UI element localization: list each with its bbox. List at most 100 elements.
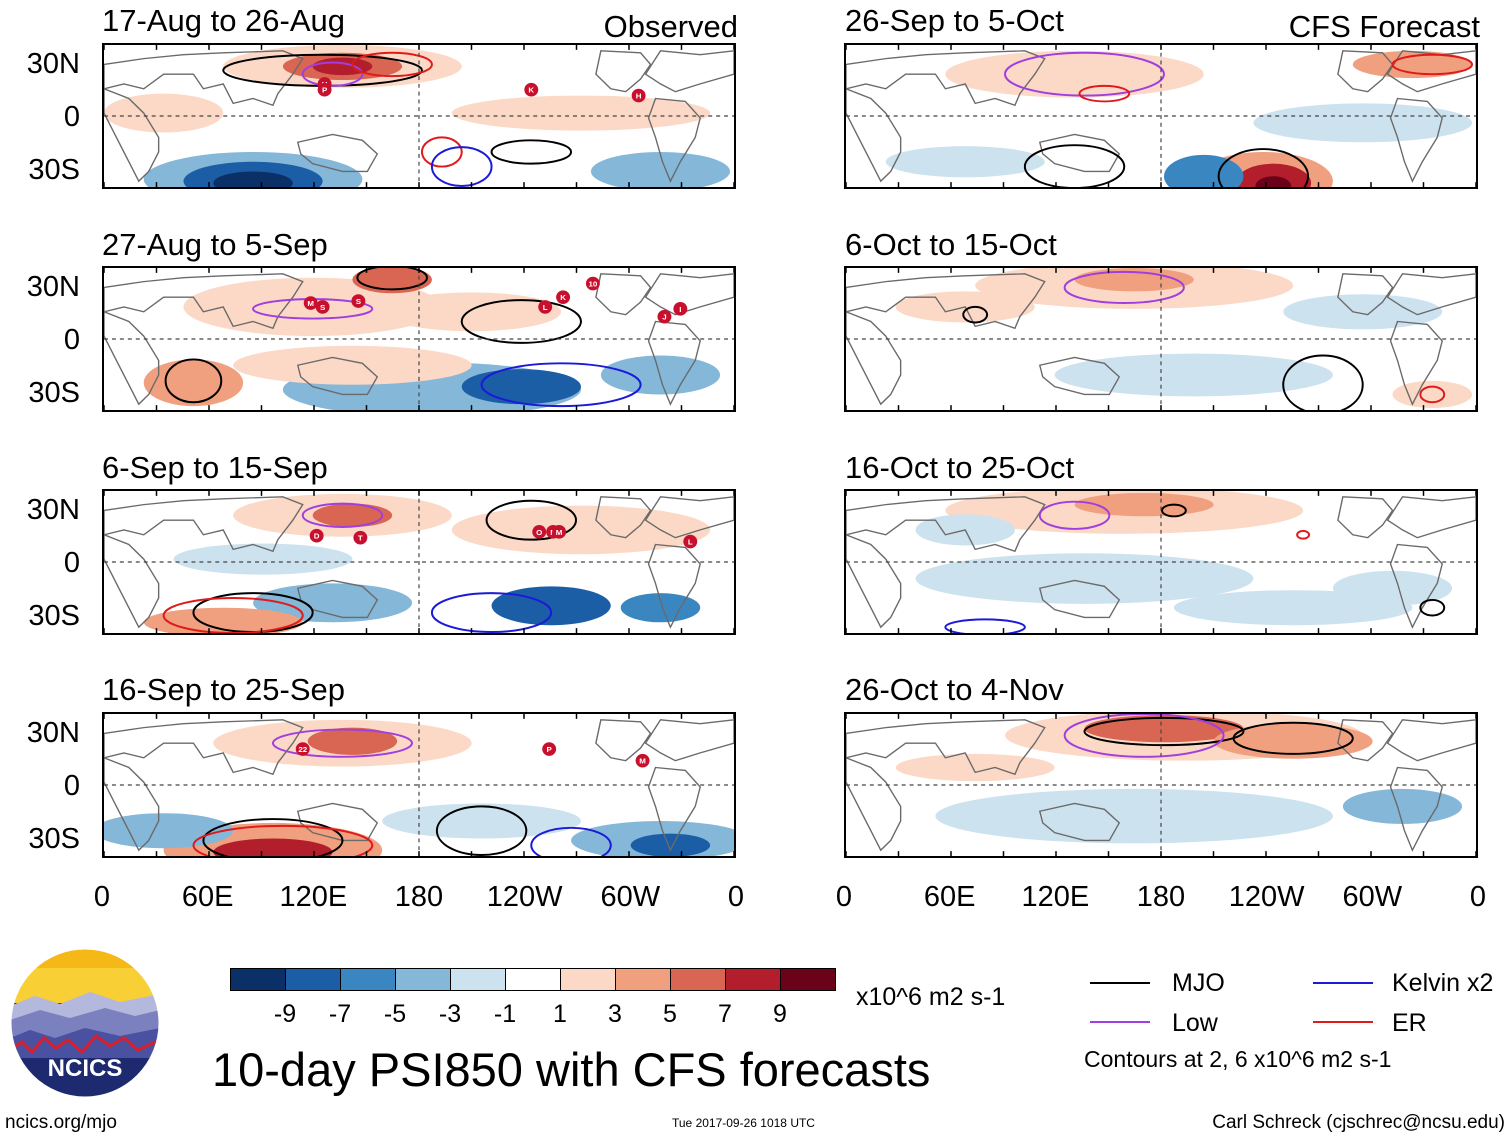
land-outline [1038, 579, 1121, 619]
land-outline [104, 273, 304, 330]
panel-title-7: 16-Oct to 25-Oct [845, 450, 1075, 485]
filter-contour [1083, 716, 1245, 747]
lat-label-30n: 30N [26, 271, 80, 303]
filter-contour [1003, 51, 1165, 97]
storm-marker: M [303, 296, 318, 310]
storm-marker: O [532, 525, 547, 539]
storm-marker: 22 [295, 742, 310, 756]
filter-contour [435, 805, 528, 856]
land-outline [104, 496, 304, 553]
land-outline [846, 719, 1046, 776]
land-outline [846, 50, 1046, 107]
storm-marker: L [538, 300, 553, 314]
lon-label: 0 [727, 881, 745, 913]
lon-label: 60W [600, 881, 661, 913]
filter-contour [301, 502, 384, 528]
lat-label-30n: 30N [26, 717, 80, 749]
land-outline [647, 766, 701, 852]
storm-marker: S [351, 294, 366, 308]
storm-marker: M [635, 753, 650, 768]
map-panel [844, 489, 1478, 635]
svg-text:P: P [322, 86, 327, 95]
lat-label-30n: 30N [26, 48, 80, 80]
filter-contour [420, 136, 463, 168]
land-outline [296, 133, 379, 173]
map-panel: HPKH [102, 43, 736, 189]
land-outline [846, 534, 902, 629]
colorbar-swatch [395, 968, 451, 991]
storm-marker: K [524, 82, 539, 97]
filter-contour [530, 826, 612, 856]
map-panel [844, 266, 1478, 412]
colorbar-swatch [780, 968, 836, 991]
storm-marker: P [317, 82, 332, 97]
land-outline [104, 88, 160, 183]
lon-label: 60W [1342, 881, 1403, 913]
land-outline [1386, 50, 1476, 93]
colorbar-label: -1 [493, 1000, 517, 1028]
land-outline [1389, 97, 1443, 183]
filter-contour [490, 139, 573, 165]
legend-low-line [1090, 1021, 1150, 1023]
land-outline [647, 543, 701, 629]
filter-contour [944, 618, 1026, 633]
footer-url[interactable]: ncics.org/mjo [5, 1112, 117, 1133]
colorbar-swatch [340, 968, 396, 991]
land-outline [1337, 50, 1394, 93]
filter-contour [1419, 385, 1446, 404]
lon-label: 180 [1136, 881, 1186, 913]
land-outline [595, 496, 652, 539]
land-outline [1389, 766, 1443, 852]
lon-label: 120E [279, 881, 348, 913]
lon-label: 180 [394, 881, 444, 913]
legend-low-label: Low [1172, 1009, 1218, 1037]
legend-mjo-label: MJO [1172, 969, 1225, 997]
legend-er-line [1313, 1021, 1373, 1023]
svg-text:K: K [528, 86, 534, 95]
svg-text:L: L [688, 538, 693, 547]
land-outline [644, 273, 734, 316]
land-outline [644, 719, 734, 762]
forecast-label: CFS Forecast [1288, 9, 1480, 44]
filter-contour [1023, 144, 1126, 187]
colorbar-label: 9 [773, 1000, 787, 1028]
panel-title-4: 16-Sep to 25-Sep [102, 672, 346, 707]
lat-label-30s: 30S [28, 823, 80, 855]
colorbar-swatch [670, 968, 726, 991]
map-plot [846, 714, 1476, 856]
filter-contour [202, 818, 344, 856]
filter-contour [301, 61, 364, 87]
panel-title-1: 17-Aug to 26-Aug [102, 3, 346, 38]
filter-contour [1217, 148, 1310, 187]
land-outline [644, 496, 734, 539]
observed-label: Observed [603, 9, 738, 44]
svg-text:22: 22 [298, 745, 307, 754]
panel-title-8: 26-Oct to 4-Nov [845, 672, 1064, 707]
filter-contour [1038, 500, 1111, 530]
colorbar-swatch [285, 968, 341, 991]
lon-label: 0 [835, 881, 853, 913]
svg-text:10: 10 [588, 280, 597, 289]
svg-text:M: M [307, 299, 314, 308]
svg-text:L: L [543, 303, 548, 312]
storm-marker: S [315, 300, 330, 314]
map-panel: DTONML [102, 489, 736, 635]
map-plot [846, 45, 1476, 187]
land-outline [846, 311, 902, 406]
panel-title-2: 27-Aug to 5-Sep [102, 227, 328, 262]
lat-label-eq: 0 [63, 101, 80, 133]
lon-label: 0 [93, 881, 111, 913]
land-outline [104, 50, 304, 107]
land-outline [1337, 719, 1394, 762]
panel-title-6: 6-Oct to 15-Oct [845, 227, 1057, 262]
filter-contour [164, 358, 223, 404]
filter-contour [356, 268, 428, 291]
svg-text:S: S [356, 297, 361, 306]
legend-mjo-line [1090, 982, 1150, 984]
panel-title-3: 6-Sep to 15-Sep [102, 450, 328, 485]
land-outline [1386, 273, 1476, 316]
land-outline [104, 757, 160, 852]
colorbar-label: -3 [438, 1000, 462, 1028]
colorbar-swatch [230, 968, 286, 991]
